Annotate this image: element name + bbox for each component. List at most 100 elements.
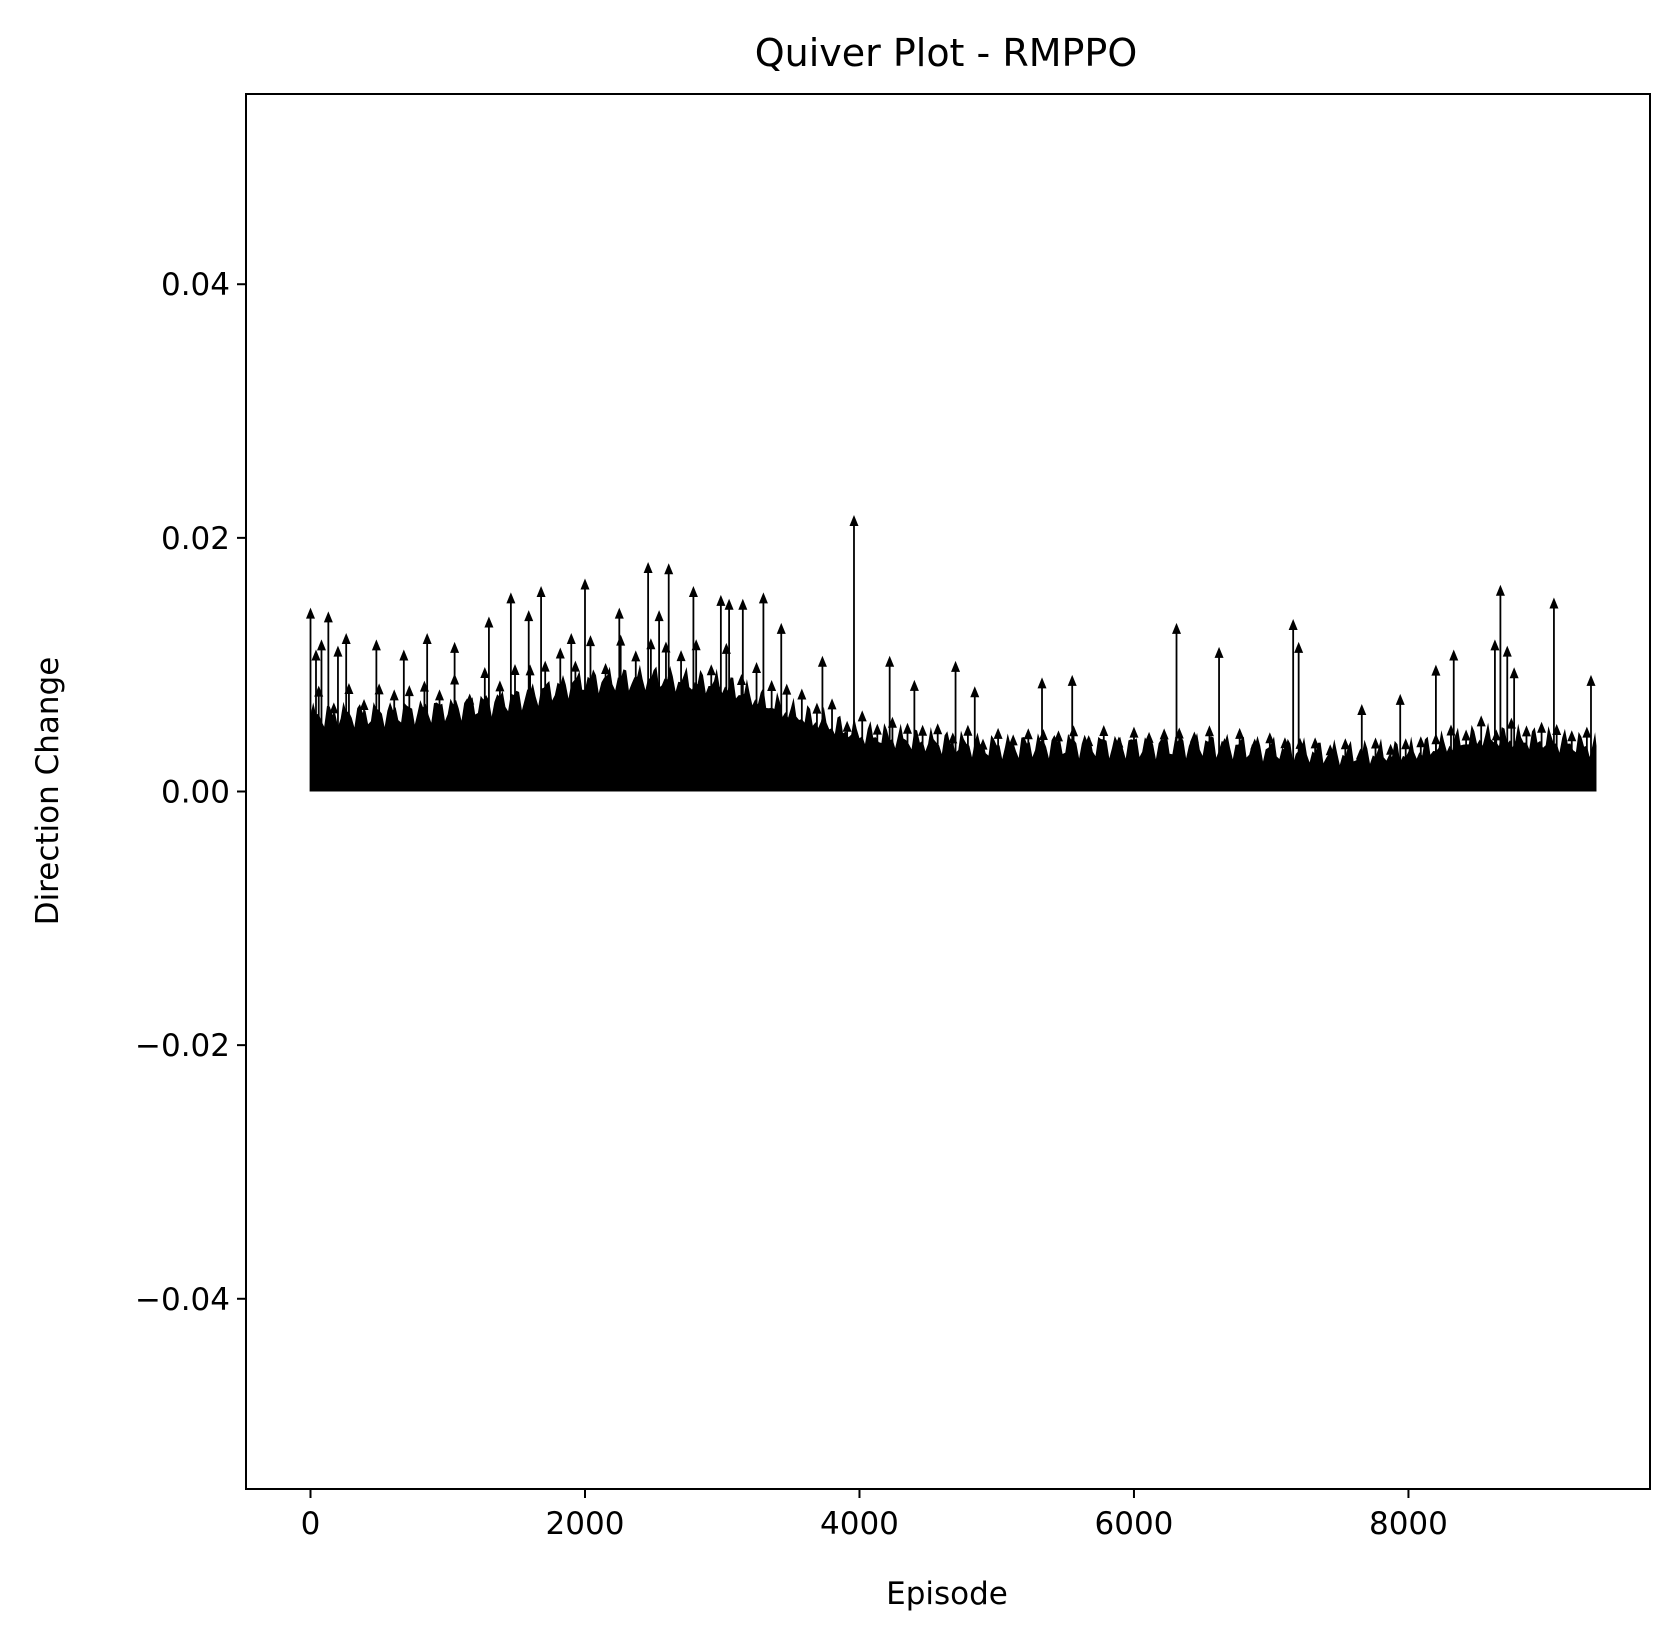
quiver-peak-arrow (1495, 584, 1505, 792)
quiver-arrow (1053, 730, 1063, 792)
quiver-arrow (1386, 743, 1396, 792)
quiver-arrow (1114, 736, 1124, 792)
quiver-arrow (435, 689, 445, 792)
quiver-arrow (1582, 726, 1592, 792)
x-tick-label: 8000 (1369, 1506, 1448, 1542)
quiver-peak-arrow (1288, 619, 1298, 792)
quiver-arrow (601, 662, 611, 792)
y-axis-label: Direction Change (30, 657, 66, 926)
quiver-peak-arrow (1549, 597, 1559, 792)
quiver-arrow (1265, 732, 1275, 792)
quiver-arrow (1008, 734, 1018, 792)
quiver-arrow (1204, 725, 1214, 792)
quiver-arrow (1189, 731, 1199, 792)
quiver-arrow (1023, 728, 1033, 792)
quiver-arrow (767, 679, 777, 792)
quiver-arrow (1416, 736, 1426, 792)
quiver-arrow (797, 688, 807, 792)
quiver-peak-arrow (323, 611, 333, 792)
quiver-peak-arrow (316, 639, 326, 792)
quiver-peak-arrow (399, 649, 409, 792)
quiver-arrow (903, 722, 913, 792)
quiver-arrow (555, 647, 565, 792)
quiver-peak-arrow (849, 515, 859, 792)
quiver-arrow (404, 685, 414, 792)
quiver-peak-arrow (1449, 649, 1459, 792)
quiver-arrow (1476, 715, 1486, 792)
quiver-peak-arrow (333, 645, 343, 792)
quiver-peak-arrow (524, 610, 534, 792)
y-tick-label: 0.00 (161, 775, 230, 811)
quiver-arrow (1521, 725, 1531, 792)
chart-title: Quiver Plot - RMPPO (755, 31, 1138, 75)
quiver-arrow (1310, 737, 1320, 792)
quiver-peak-arrow (536, 586, 546, 792)
x-tick-label: 4000 (820, 1506, 899, 1542)
quiver-peak-arrow (738, 598, 748, 792)
quiver-peak-arrow (664, 563, 674, 792)
quiver-arrow (540, 660, 550, 792)
quiver-arrow (570, 660, 580, 792)
quiver-arrow (1340, 738, 1350, 792)
quiver-arrow (1159, 728, 1169, 792)
arrow-mass (310, 664, 1597, 792)
quiver-arrow (1371, 737, 1381, 792)
quiver-arrow (993, 727, 1003, 792)
ticks-layer: 0 2000 4000 6000 8000 −0.04 −0.02 0.00 0.02 0.04 (135, 267, 1448, 1542)
quiver-peak-arrow (724, 598, 734, 792)
quiver-arrow (1235, 727, 1245, 792)
quiver-arrow (857, 710, 867, 792)
quiver-arrow (510, 664, 520, 792)
quiver-arrow (631, 650, 641, 792)
y-tick-label: 0.02 (161, 521, 230, 557)
quiver-peak-arrow (1172, 622, 1182, 792)
quiver-peak-arrow (422, 632, 432, 792)
y-tick-label: 0.04 (161, 267, 230, 303)
quiver-arrow (585, 635, 595, 792)
quiver-arrow (1129, 726, 1139, 792)
quiver-arrow (752, 662, 762, 792)
quiver-peak-arrow (371, 639, 381, 792)
quiver-arrow (1537, 721, 1547, 792)
x-tick-label: 2000 (546, 1506, 625, 1542)
y-tick-label: −0.04 (135, 1282, 230, 1318)
quiver-arrow (812, 702, 822, 792)
quiver-arrow (706, 664, 716, 792)
arrows-layer (306, 515, 1597, 792)
quiver-peak-arrow (1586, 674, 1596, 792)
quiver-arrow (1567, 730, 1577, 792)
quiver-peak-arrow (506, 592, 516, 792)
quiver-peak-arrow (614, 607, 624, 792)
quiver-peak-arrow (484, 616, 494, 792)
quiver-arrow (1461, 729, 1471, 792)
quiver-arrow (842, 720, 852, 792)
quiver-peak-arrow (1431, 664, 1441, 792)
quiver-arrow (1084, 735, 1094, 792)
quiver-peak-arrow (1037, 677, 1047, 792)
quiver-peak-arrow (306, 607, 316, 792)
quiver-arrow (676, 650, 686, 792)
quiver-arrow (359, 698, 369, 792)
quiver-arrow (1144, 731, 1154, 792)
plot-frame (245, 93, 1651, 1490)
x-tick-label: 0 (301, 1506, 321, 1542)
quiver-peak-arrow (716, 594, 726, 792)
quiver-arrow (933, 723, 943, 792)
quiver-peak-arrow (1509, 667, 1519, 792)
quiver-arrow (389, 689, 399, 792)
quiver-peak-arrow (1502, 645, 1512, 792)
quiver-arrow (329, 702, 339, 792)
quiver-arrow (963, 724, 973, 792)
quiver-peak-arrow (1357, 703, 1367, 792)
quiver-arrow (872, 723, 882, 792)
x-tick-label: 6000 (1095, 1506, 1174, 1542)
quiver-peak-arrow (566, 632, 576, 792)
quiver-arrow (495, 680, 505, 792)
quiver-peak-arrow (951, 660, 961, 792)
y-tick-label: −0.02 (135, 1028, 230, 1064)
quiver-arrow (827, 698, 837, 792)
quiver-peak-arrow (817, 655, 827, 792)
quiver-peak-arrow (1395, 693, 1405, 792)
quiver-peak-arrow (970, 686, 980, 792)
